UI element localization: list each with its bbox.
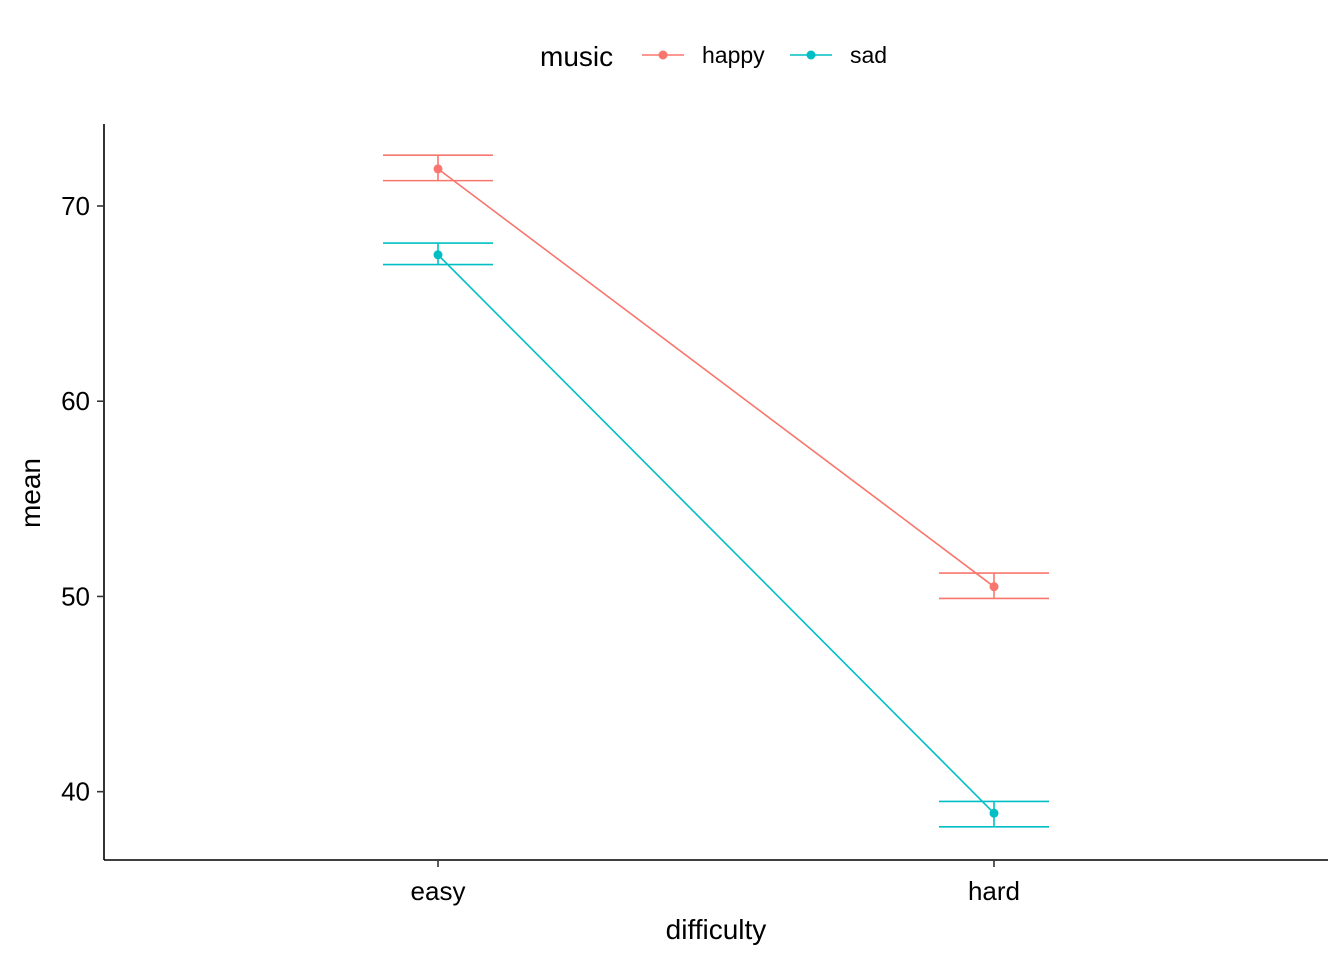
y-tick-label: 60 (61, 386, 90, 416)
legend-key-point-sad (806, 50, 816, 60)
legend-item-happy: happy (642, 42, 765, 68)
series-happy (383, 154, 1049, 600)
legend-item-sad: sad (790, 42, 887, 68)
legend-key-point-happy (658, 50, 668, 60)
data-point-sad (433, 250, 443, 260)
x-tick-label: hard (968, 876, 1020, 906)
legend-label-sad: sad (850, 42, 887, 68)
plot-panel (383, 154, 1049, 828)
x-tick-label: easy (411, 876, 466, 906)
series-sad (383, 242, 1049, 828)
data-point-happy (989, 582, 999, 592)
legend-title: music (540, 41, 613, 72)
y-tick-label: 70 (61, 191, 90, 221)
y-tick-label: 50 (61, 581, 90, 611)
legend: music happy sad (540, 41, 887, 72)
data-point-happy (433, 164, 443, 174)
legend-items: happy sad (642, 42, 887, 68)
legend-label-happy: happy (702, 42, 765, 68)
series-line-happy (437, 168, 995, 588)
y-axis: 40 50 60 70 (61, 124, 105, 860)
x-axis-title: difficulty (666, 914, 767, 945)
y-axis-title: mean (15, 458, 46, 528)
y-tick-label: 40 (61, 777, 90, 807)
data-point-sad (989, 808, 999, 818)
x-axis: easy hard (104, 859, 1328, 906)
series-line-sad (437, 254, 995, 814)
